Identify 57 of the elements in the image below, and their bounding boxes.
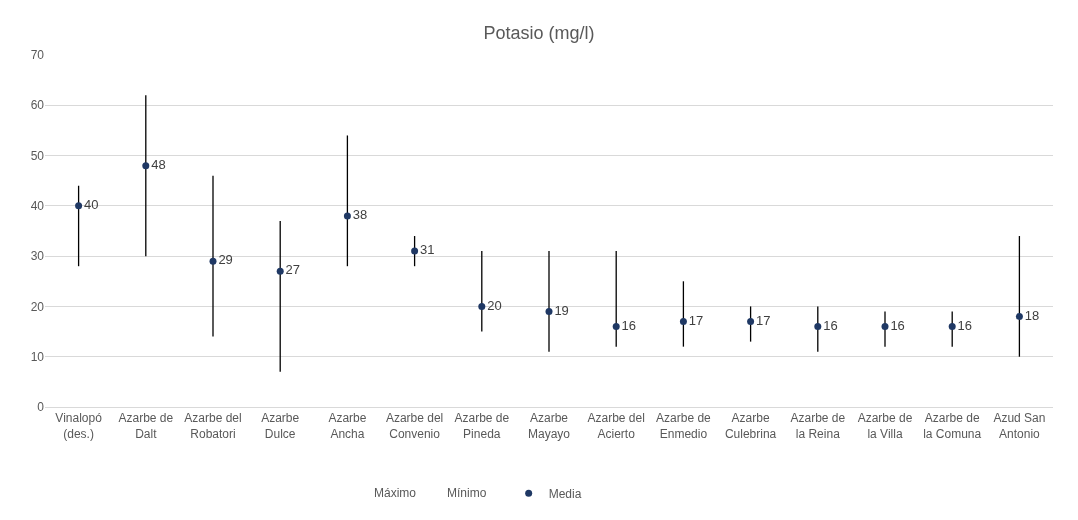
x-tick-label: Azarbe Dulce: [261, 411, 300, 441]
data-label: 48: [151, 156, 166, 172]
point: [679, 318, 687, 326]
x-tick-label: Azarbe del Convenio: [385, 411, 444, 441]
x-tick-label: Azarbe de Dalt: [118, 411, 174, 441]
point: [948, 323, 956, 331]
data-label: 16: [621, 317, 637, 333]
y-tick-label: 30: [30, 249, 45, 264]
x-tick-label: Azarbe Culebrina: [724, 411, 777, 441]
point: [881, 323, 889, 331]
data-label: 16: [823, 317, 838, 333]
y-tick-label: 70: [30, 48, 45, 63]
x-tick-label: Azarbe de la Comuna: [923, 411, 982, 441]
legend-label: Media: [548, 486, 582, 501]
point: [411, 247, 419, 255]
text: Mínimo: [447, 486, 487, 500]
point: [209, 257, 217, 265]
x-tick-label: Vinalopó (des.): [55, 411, 103, 441]
data-label: 16: [957, 317, 973, 333]
point: [75, 202, 83, 210]
x-tick-label: Azarbe de Enmedio: [656, 411, 712, 441]
data-label: 17: [688, 312, 704, 328]
x-tick-label: Azarbe de Pineda: [454, 411, 510, 441]
data-label: 31: [419, 242, 435, 258]
chart-title: Potasio (mg/l): [483, 22, 595, 43]
data-label: 16: [890, 317, 905, 333]
point: [747, 318, 755, 326]
point: [343, 212, 351, 220]
y-tick-label: 50: [30, 148, 45, 163]
point: [142, 162, 150, 170]
point: [545, 307, 553, 315]
y-tick-label: 0: [37, 400, 45, 415]
x-tick-label: Azarbe del Acierto: [587, 411, 645, 441]
x-tick-label: Azarbe Mayayo: [527, 411, 571, 441]
data-label: 17: [755, 312, 771, 328]
data-label: 40: [83, 197, 99, 213]
data-label: 19: [554, 302, 569, 318]
x-tick-label: Azud San Antonio: [993, 411, 1046, 441]
x-tick-label: Azarbe de la Reina: [790, 411, 846, 441]
x-tick-label: Azarbe del Robatori: [184, 411, 242, 441]
point: [478, 302, 486, 310]
point: [1015, 312, 1023, 320]
data-label: 27: [285, 262, 301, 278]
data-label: 20: [487, 297, 502, 313]
y-tick-label: 40: [30, 199, 45, 214]
data-label: 18: [1024, 307, 1040, 323]
x-tick-label: Azarbe de la Villa: [857, 411, 913, 441]
data-label: 38: [352, 207, 368, 223]
point: [814, 323, 822, 331]
text: Máximo: [374, 486, 417, 500]
point: [276, 267, 284, 275]
data-label: 29: [218, 252, 233, 268]
y-tick-label: 60: [30, 98, 45, 113]
x-tick-label: Azarbe Ancha: [328, 411, 367, 441]
y-tick-label: 10: [30, 349, 45, 364]
y-tick-label: 20: [30, 299, 45, 314]
point: [612, 323, 620, 331]
